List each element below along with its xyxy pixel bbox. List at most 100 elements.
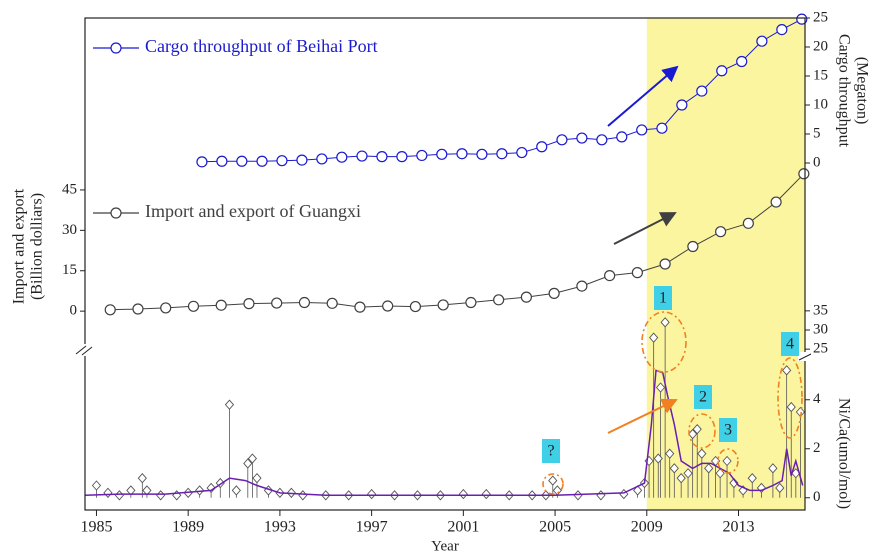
point [465,296,477,309]
x-tick-label: 2013 [723,519,755,536]
point [776,24,788,36]
point [367,488,377,500]
annotation-box [654,286,672,310]
point [243,298,255,310]
point [576,280,588,292]
point [137,472,147,484]
point [224,399,235,410]
point [142,485,152,496]
point [298,490,308,501]
point [782,365,792,376]
point [276,155,288,167]
point [256,155,268,167]
point [770,196,782,208]
point [215,299,227,311]
point [91,480,102,491]
y-axis-label: Cargo throughput [835,34,852,148]
point [132,303,144,315]
point [336,151,348,163]
x-axis-label: Year [431,538,459,554]
point [326,297,338,309]
point [747,472,757,484]
point [187,300,200,312]
y-tick-label: 10 [813,96,828,112]
point [676,99,688,111]
arrow [607,398,678,434]
y-axis-label: (Megaton) [853,57,870,125]
plot-frame [84,17,806,511]
point [729,477,739,489]
legend-label: Import and export of Guangxi [145,201,361,221]
annotation-label: 2 [699,389,707,406]
y-tick-label: 35 [813,302,828,318]
point [196,156,208,168]
y-tick-label: 4 [813,391,821,407]
point [496,148,508,160]
point [436,148,448,160]
point [656,122,668,134]
point [416,149,428,162]
point [437,299,449,311]
point [481,488,491,500]
y-axis-label: Ni/Ca(umol/mol) [835,398,852,509]
point [798,168,810,180]
point [775,482,785,494]
point [247,453,257,464]
point [631,267,643,279]
y-tick-label: 30 [813,321,828,337]
axis-break [78,344,92,356]
x-tick-label: 2001 [447,519,479,536]
point [704,463,714,474]
point [160,302,172,314]
annotation-ellipse [542,473,564,495]
point [576,132,588,144]
point [114,490,124,501]
axis-break [75,345,87,355]
y-tick-label: 0 [813,154,821,170]
point [376,151,388,163]
annotation-box [719,418,737,442]
x-tick-label: 1985 [80,519,112,536]
point [456,148,468,160]
point [231,485,241,496]
point [396,151,408,163]
point [271,297,283,309]
y-tick-label: 15 [62,262,77,278]
x-tick-label: 2005 [539,519,571,536]
point [156,490,166,501]
point [768,463,778,474]
point [520,291,533,303]
y-axis-label: Import and export [11,188,28,304]
annotation-ellipse [717,448,739,474]
point [356,150,368,162]
arrow [607,65,679,127]
point [665,448,675,459]
point [683,468,693,479]
point [556,134,568,146]
legend-marker [110,207,122,219]
point [552,485,562,496]
annotation-ellipse [641,311,687,373]
y-tick-label: 0 [813,489,821,505]
point [786,401,796,413]
point [316,153,328,165]
point [296,154,308,166]
point [604,269,616,282]
y-tick-label: 20 [813,38,828,54]
point [126,485,136,496]
series-line [84,369,804,497]
point [195,485,205,496]
annotation-label: 3 [724,422,732,439]
annotation-box [542,439,560,463]
point [536,141,548,153]
axis-break [81,346,93,356]
point [243,458,253,469]
y-tick-label: 25 [813,9,828,25]
y-tick-label: 30 [62,222,77,238]
annotation-label: ? [547,443,554,460]
point [653,453,663,464]
y-tick-label: 2 [813,440,821,456]
annotation-ellipse [688,413,716,449]
y-tick-label: 25 [813,341,828,357]
